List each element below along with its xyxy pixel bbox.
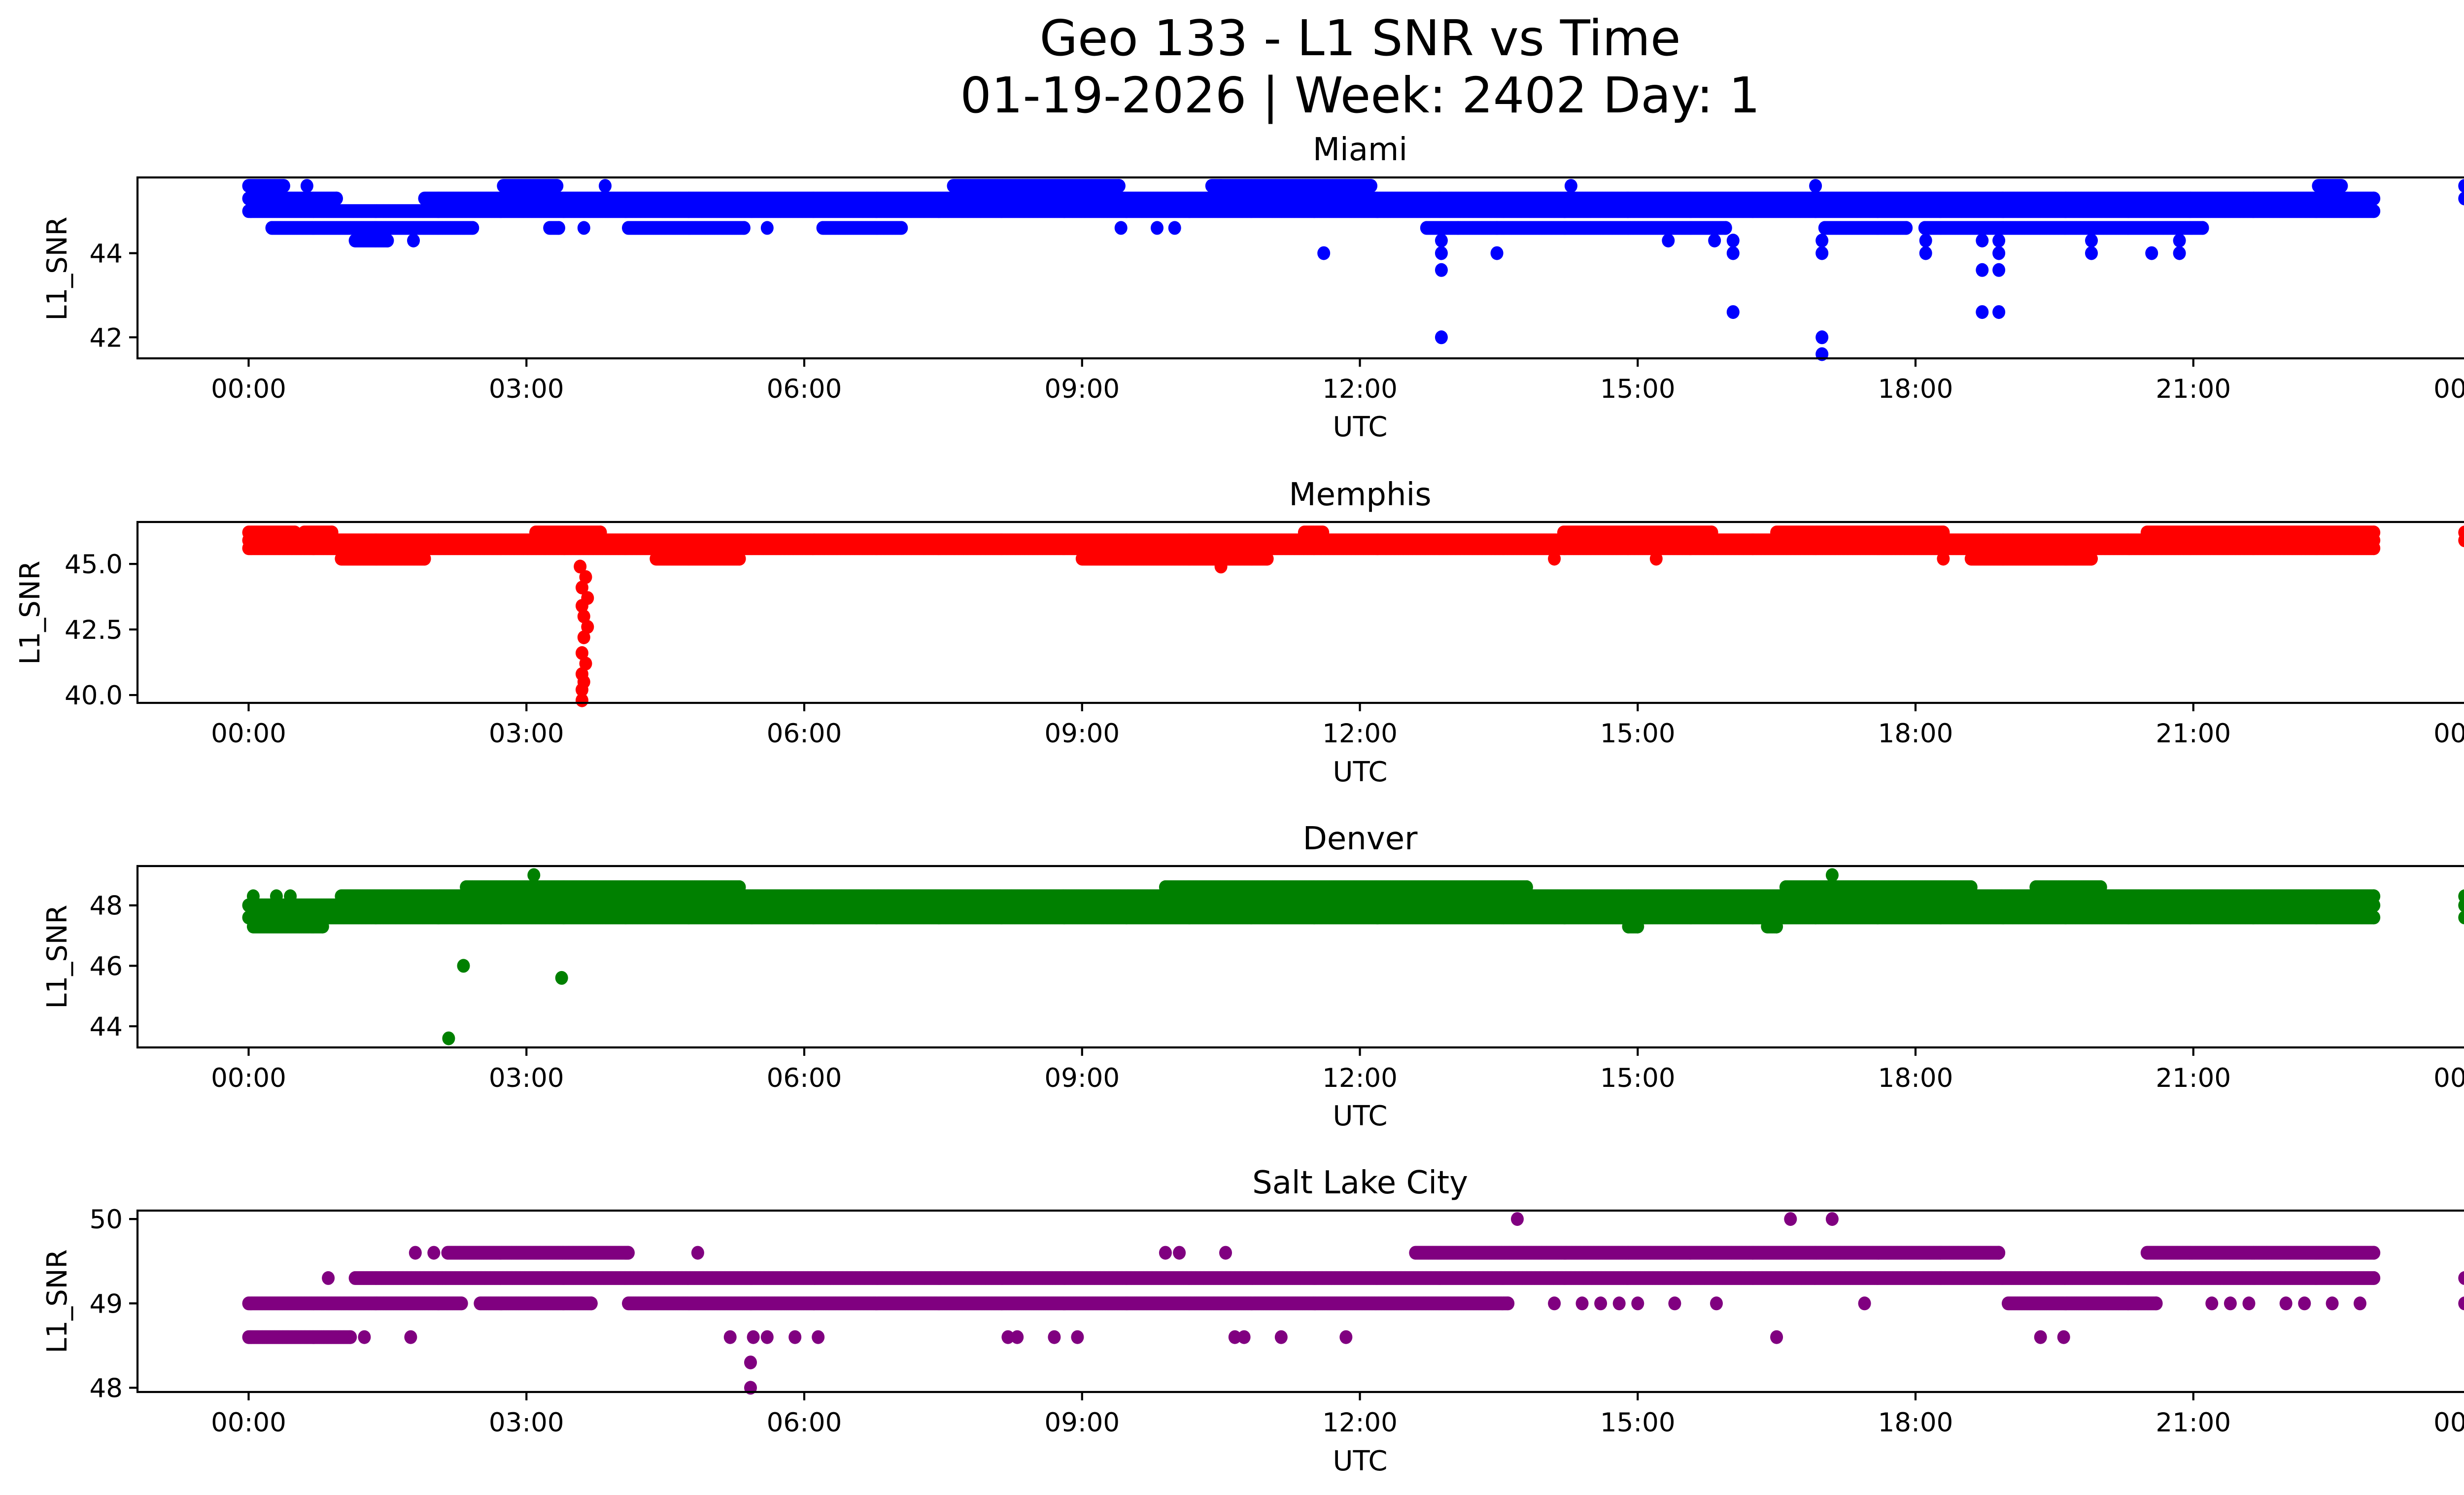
data-point [1365, 179, 1377, 193]
data-point [466, 221, 479, 235]
chart-title: Geo 133 - L1 SNR vs Time [1040, 9, 1681, 67]
data-point [1900, 221, 1913, 235]
x-axis-label: UTC [1333, 411, 1387, 443]
data-point [330, 191, 343, 206]
data-point [2335, 179, 2348, 193]
data-point [1719, 221, 1732, 235]
data-point [2367, 191, 2381, 206]
data-point [550, 179, 564, 193]
subplot-title: Miami [1313, 132, 1407, 168]
y-axis-label: L1_SNR [41, 216, 73, 320]
data-point [277, 179, 290, 193]
data-point [737, 221, 751, 235]
chart-subtitle: 01-19-2026 | Week: 2402 Day: 1 [960, 67, 1760, 124]
subplot-miami: Miami UTC L1_SNR 00:00 03:00 06:00 09:00 12:… [41, 132, 2464, 443]
data-point [895, 221, 908, 235]
data-point [2367, 204, 2381, 218]
scatter-points [242, 179, 2464, 361]
data-point [1112, 179, 1126, 193]
data-point [552, 221, 565, 235]
